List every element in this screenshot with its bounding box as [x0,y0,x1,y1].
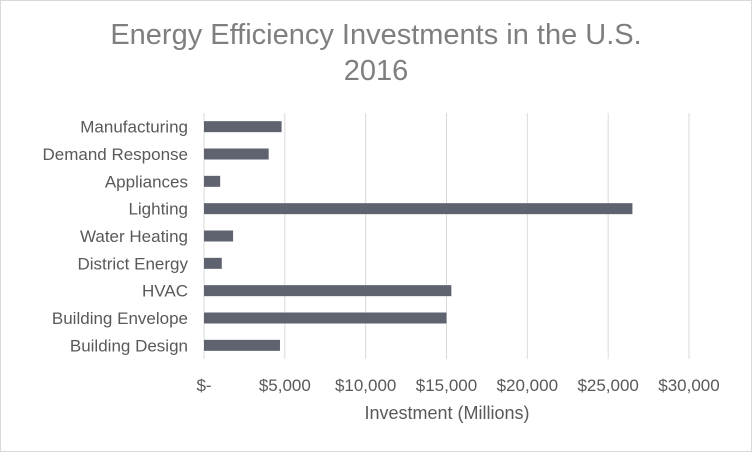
x-axis-ticks: $- $5,000 $10,000 $15,000 $20,000 $25,000 $30,… [196,376,719,395]
chart-subtitle: 2016 [343,55,409,87]
bar [204,257,222,269]
category-label: Appliances [105,172,188,191]
category-label: HVAC [142,282,188,301]
x-tick-label: $- [196,376,211,395]
bar [204,121,282,133]
category-label: Building Envelope [52,309,188,328]
bar [204,175,221,187]
bars [204,121,633,351]
chart-title-block: Energy Efficiency Investments in the U.S… [1,17,751,89]
x-tick-label: $15,000 [416,376,477,395]
x-tick-label: $25,000 [577,376,638,395]
x-tick-label: $20,000 [497,376,558,395]
chart-title: Energy Efficiency Investments in the U.S… [110,19,642,51]
category-label: Manufacturing [80,118,188,137]
bar [204,148,269,160]
category-label: Demand Response [42,145,188,164]
x-tick-label: $10,000 [335,376,396,395]
x-tick-label: $30,000 [658,376,719,395]
category-label: Building Design [70,336,188,355]
category-labels: Manufacturing Demand Response Appliances Li… [42,118,188,356]
x-axis-title: Investment (Millions) [364,403,529,423]
bar [204,230,234,242]
category-label: Water Heating [80,227,188,246]
category-label: Lighting [128,200,188,219]
bar [204,312,447,324]
category-label: District Energy [77,254,188,273]
bar [204,203,633,215]
bar [204,285,452,297]
bar [204,339,280,351]
x-tick-label: $5,000 [259,376,311,395]
